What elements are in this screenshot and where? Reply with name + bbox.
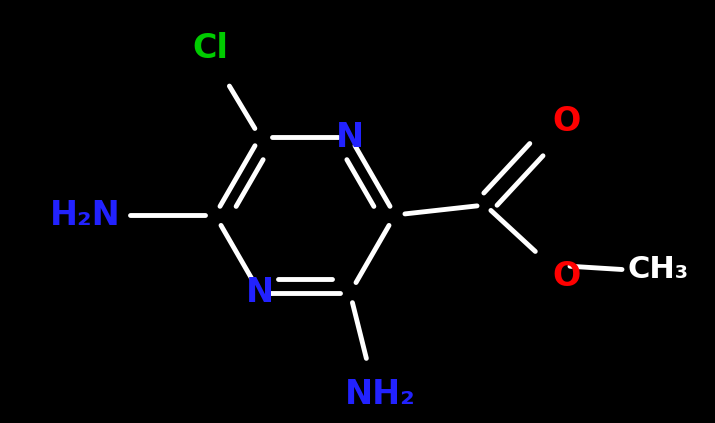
Text: Cl: Cl bbox=[192, 32, 228, 65]
Text: O: O bbox=[552, 104, 580, 137]
Text: H₂N: H₂N bbox=[49, 198, 120, 231]
Text: N: N bbox=[336, 121, 364, 154]
Text: O: O bbox=[552, 261, 580, 294]
Text: CH₃: CH₃ bbox=[628, 255, 689, 285]
Text: NH₂: NH₂ bbox=[345, 379, 415, 412]
Text: N: N bbox=[246, 277, 274, 310]
